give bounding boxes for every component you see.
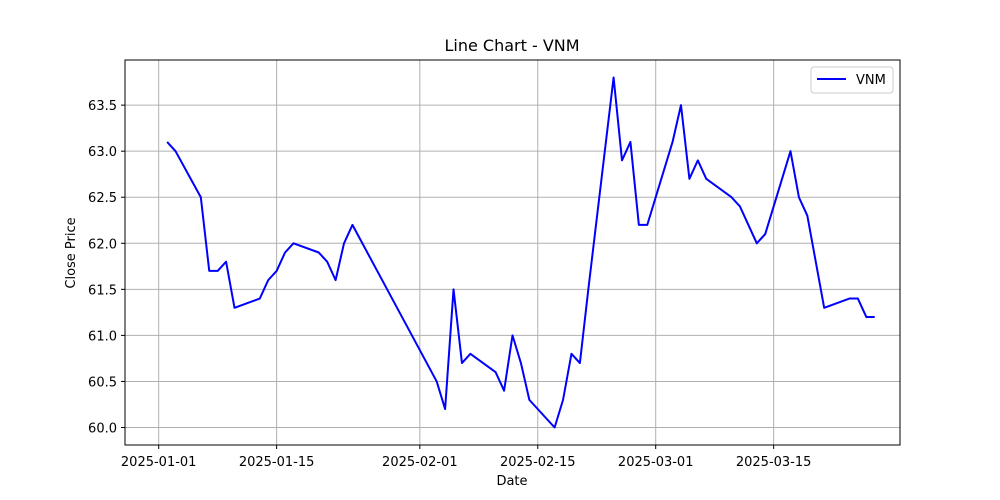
series-line-vnm [166, 76, 875, 429]
x-tick-label: 2025-01-01 [121, 455, 197, 470]
x-axis: 2025-01-01 2025-01-15 2025-02-01 2025-02-15… [121, 445, 812, 470]
legend: VNM [810, 66, 894, 94]
grid [125, 60, 900, 445]
legend-label: VNM [856, 73, 886, 88]
y-tick-label: 62.5 [88, 191, 117, 206]
chart-title: Line Chart - VNM [444, 36, 579, 55]
x-tick-label: 2025-03-15 [736, 455, 812, 470]
plot-frame [124, 59, 901, 446]
y-tick-label: 60.0 [88, 422, 117, 437]
x-tick-label: 2025-01-15 [239, 455, 315, 470]
y-axis: 60.0 60.5 61.0 61.5 62.0 62.5 63.0 63.5 [88, 99, 125, 437]
x-tick-label: 2025-02-15 [500, 455, 576, 470]
y-tick-label: 63.0 [88, 145, 117, 160]
y-tick-label: 61.5 [88, 283, 117, 298]
y-axis-label: Close Price [64, 217, 79, 288]
x-tick-label: 2025-02-01 [382, 455, 458, 470]
x-tick-label: 2025-03-01 [618, 455, 694, 470]
y-tick-label: 62.0 [88, 237, 117, 252]
series-layer [166, 76, 875, 429]
legend-box [810, 66, 894, 94]
y-tick-label: 63.5 [88, 99, 117, 114]
y-tick-label: 60.5 [88, 375, 117, 390]
y-tick-label: 61.0 [88, 329, 117, 344]
x-axis-label: Date [496, 474, 527, 489]
